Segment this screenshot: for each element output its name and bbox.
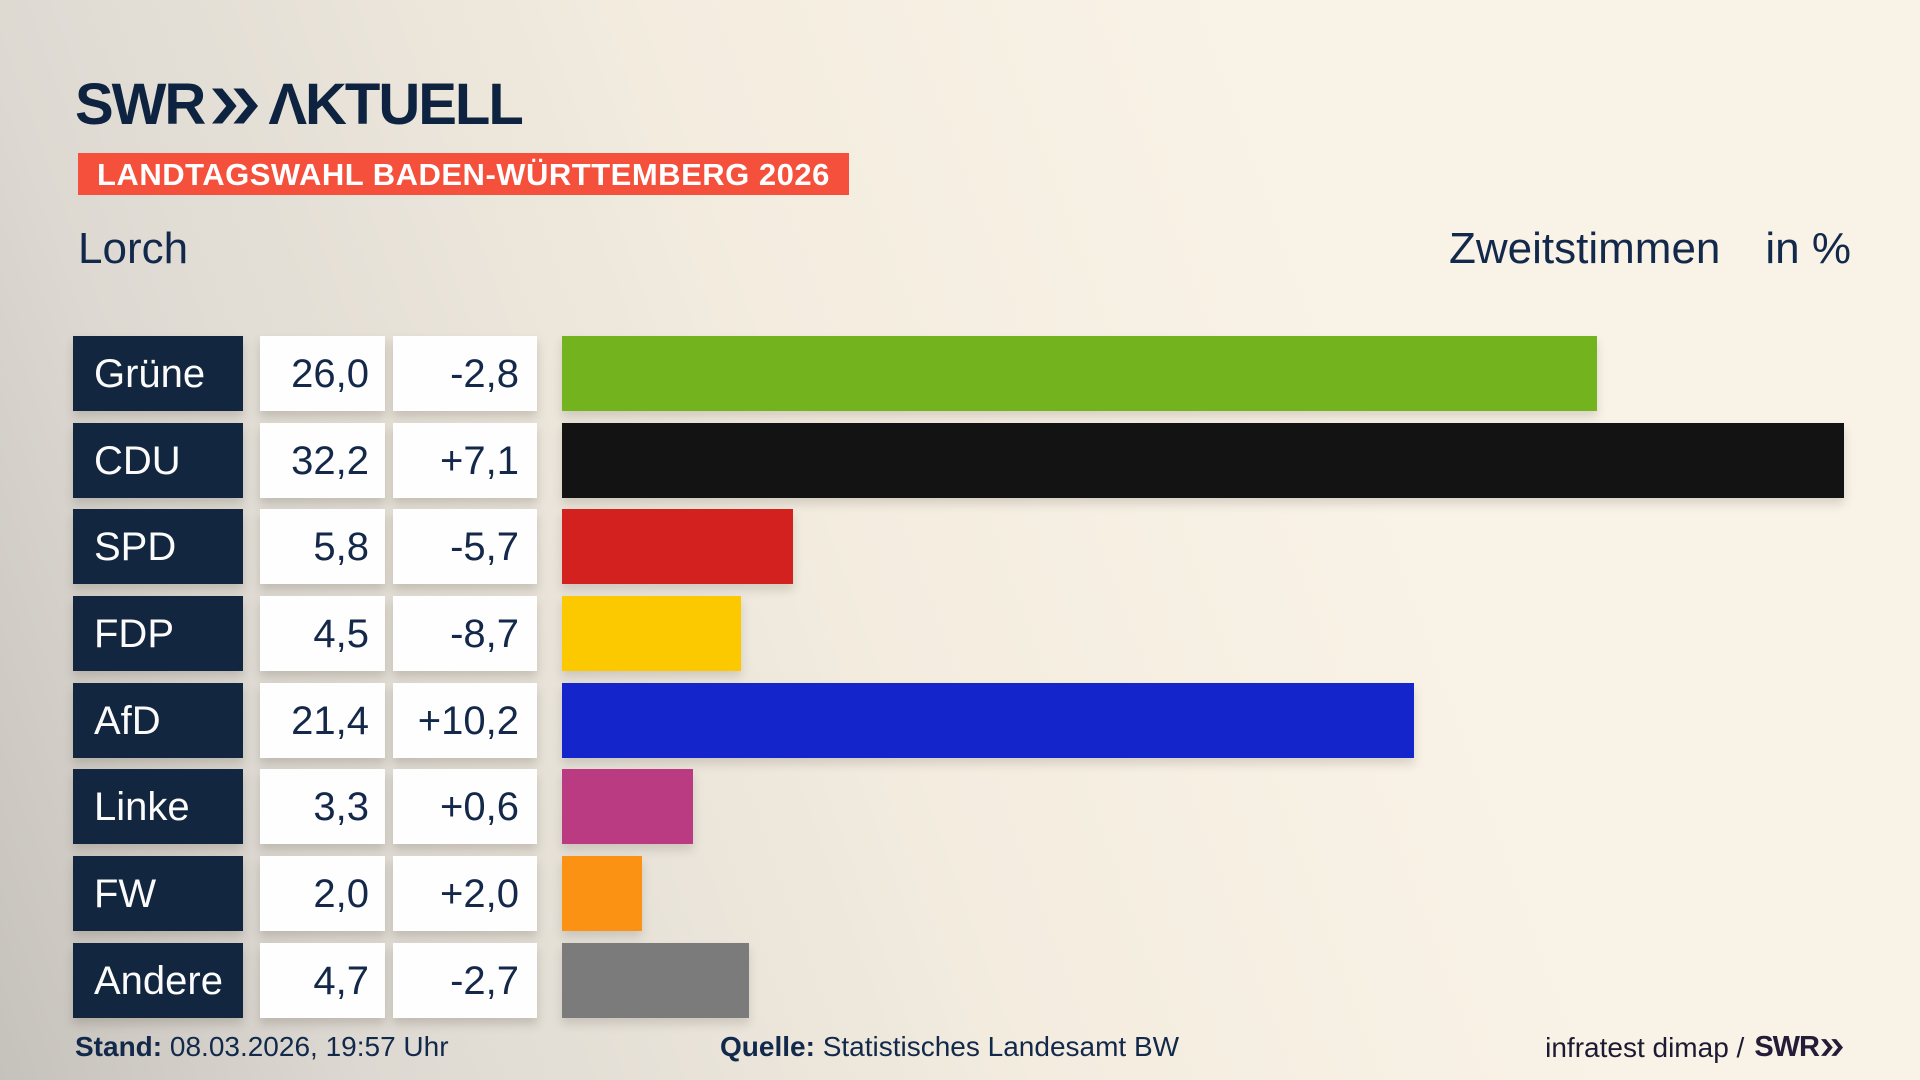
percent-value-box: 5,8: [260, 509, 385, 585]
chart-row: Grüne 26,0 -2,8: [0, 336, 1920, 411]
result-bar: [562, 856, 642, 932]
percent-value-box: 2,0: [260, 856, 385, 932]
party-label-box: AfD: [73, 682, 243, 758]
change-value-box: +10,2: [393, 682, 537, 758]
party-label-box: Linke: [73, 769, 243, 845]
credit-swr-logo: SWR: [1754, 1031, 1820, 1063]
change-value-box: -8,7: [393, 596, 537, 672]
quelle-value: Statistisches Landesamt BW: [814, 1031, 1180, 1062]
logo-aktuell-text: ΛKTUELL: [268, 72, 523, 137]
chart-row: Linke 3,3 +0,6: [0, 769, 1920, 845]
timestamp-note: Stand: 08.03.2026, 19:57 Uhr: [75, 1031, 449, 1063]
measure-label: Zweitstimmen: [1449, 224, 1721, 273]
party-label-box: CDU: [73, 422, 243, 498]
double-chevron-icon: [212, 88, 259, 124]
percent-value-box: 4,5: [260, 596, 385, 672]
source-note: Quelle: Statistisches Landesamt BW: [720, 1031, 1179, 1063]
change-value-box: -2,7: [393, 942, 537, 1018]
party-label-box: FW: [73, 856, 243, 932]
result-bar: [562, 336, 1597, 411]
party-label-box: Grüne: [73, 336, 243, 411]
result-bar: [562, 942, 750, 1018]
measure-title: Zweitstimmen in %: [1449, 224, 1851, 274]
chart-row: Andere 4,7 -2,7: [0, 942, 1920, 1018]
result-bar: [562, 596, 742, 672]
stand-label: Stand:: [75, 1031, 163, 1062]
swr-aktuell-logo: SWR ΛKTUELL: [75, 72, 524, 137]
credit-note: infratest dimap / SWR: [1545, 1031, 1843, 1064]
chart-row: FDP 4,5 -8,7: [0, 596, 1920, 672]
credit-text: infratest dimap /: [1545, 1031, 1745, 1063]
credit-double-chevron-icon: [1821, 1039, 1843, 1056]
stand-value: 08.03.2026, 19:57 Uhr: [162, 1031, 449, 1062]
municipality-title: Lorch: [78, 224, 189, 273]
result-bar: [562, 769, 694, 845]
party-label-box: SPD: [73, 509, 243, 585]
result-bar: [562, 682, 1414, 758]
change-value-box: +2,0: [393, 856, 537, 932]
chart-row: AfD 21,4 +10,2: [0, 682, 1920, 758]
change-value-box: +7,1: [393, 422, 537, 498]
chart-row: SPD 5,8 -5,7: [0, 509, 1920, 585]
results-bar-chart: Grüne 26,0 -2,8 CDU 32,2 +7,1 SPD 5,8 -5…: [0, 336, 1920, 1030]
percent-value-box: 26,0: [260, 336, 385, 411]
percent-value-box: 3,3: [260, 769, 385, 845]
chart-row: CDU 32,2 +7,1: [0, 422, 1920, 498]
quelle-label: Quelle:: [720, 1031, 815, 1062]
party-label-box: Andere: [73, 942, 243, 1018]
change-value-box: -5,7: [393, 509, 537, 585]
party-label-box: FDP: [73, 596, 243, 672]
result-bar: [562, 422, 1844, 498]
percent-value-box: 21,4: [260, 682, 385, 758]
result-bar: [562, 509, 793, 585]
election-banner: LANDTAGSWAHL BADEN-WÜRTTEMBERG 2026: [78, 153, 849, 195]
percent-value-box: 4,7: [260, 942, 385, 1018]
change-value-box: +0,6: [393, 769, 537, 845]
logo-swr-text: SWR: [75, 72, 206, 137]
chart-row: FW 2,0 +2,0: [0, 856, 1920, 932]
percent-value-box: 32,2: [260, 422, 385, 498]
change-value-box: -2,8: [393, 336, 537, 411]
unit-label: in %: [1765, 224, 1851, 273]
